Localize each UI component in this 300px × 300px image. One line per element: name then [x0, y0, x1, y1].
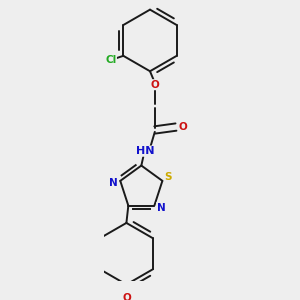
Text: S: S: [164, 172, 172, 182]
Text: N: N: [109, 178, 118, 188]
Text: N: N: [157, 202, 166, 212]
Text: O: O: [122, 293, 131, 300]
Text: O: O: [178, 122, 187, 132]
Text: O: O: [150, 80, 159, 90]
Text: Cl: Cl: [105, 55, 116, 65]
Text: HN: HN: [136, 146, 154, 156]
